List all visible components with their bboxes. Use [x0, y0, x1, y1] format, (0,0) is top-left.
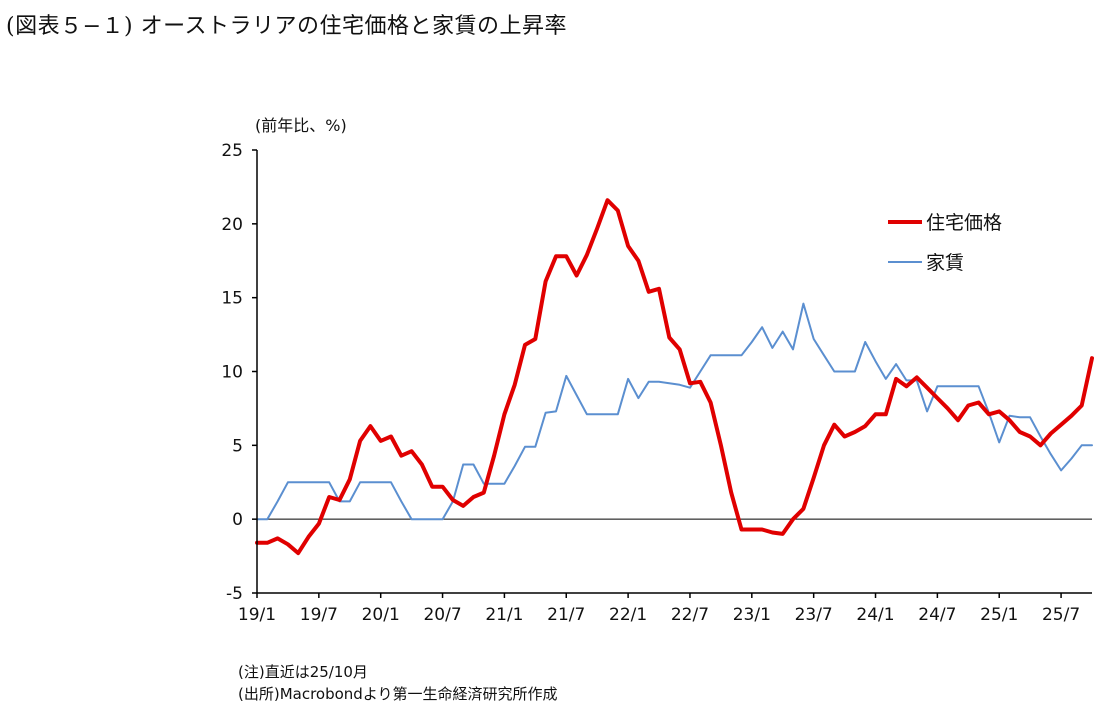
x-tick-label: 20/7 [423, 605, 461, 625]
y-tick-label: 15 [221, 289, 243, 309]
y-tick-label: 20 [221, 215, 243, 235]
y-tick-label: 25 [221, 141, 243, 161]
x-tick-label: 20/1 [362, 605, 400, 625]
y-tick-label: -5 [226, 584, 243, 604]
legend-housing-label: 住宅価格 [926, 212, 1002, 234]
x-tick-label: 25/7 [1042, 605, 1080, 625]
x-tick-label: 24/7 [918, 605, 956, 625]
x-tick-label: 24/1 [856, 605, 894, 625]
x-tick-label: 21/7 [547, 605, 585, 625]
housing-price-line [255, 198, 1094, 556]
note-text: (注)直近は25/10月 [238, 663, 368, 681]
figure-title: (図表５−１) オーストラリアの住宅価格と家賃の上昇率 [6, 14, 567, 39]
y-tick-label: 0 [232, 510, 243, 530]
x-tick-label: 25/1 [980, 605, 1018, 625]
source-text: (出所)Macrobondより第一生命経済研究所作成 [238, 685, 558, 703]
legend-rent-label: 家賃 [926, 252, 964, 274]
x-tick-label: 23/1 [733, 605, 771, 625]
rent-line [256, 302, 1093, 521]
y-tick-label: 5 [232, 436, 243, 456]
x-tick-label: 19/7 [300, 605, 338, 625]
y-axis-unit-label: (前年比、%) [255, 116, 347, 135]
x-tick-label: 22/7 [671, 605, 709, 625]
x-tick-label: 21/1 [485, 605, 523, 625]
x-tick-label: 23/7 [795, 605, 833, 625]
chart-notes: (注)直近は25/10月 (出所)Macrobondより第一生命経済研究所作成 [238, 661, 558, 705]
x-tick-label: 19/1 [238, 605, 276, 625]
y-tick-label: 10 [221, 363, 243, 383]
x-tick-label: 22/1 [609, 605, 647, 625]
